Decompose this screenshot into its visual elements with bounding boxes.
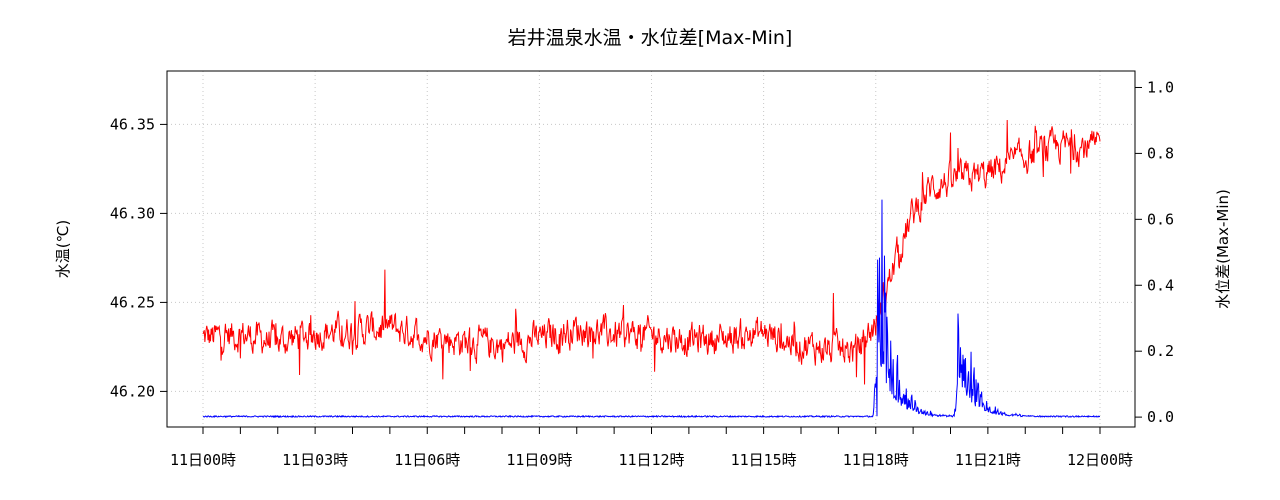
water-temperature-series <box>202 119 1101 385</box>
right-y-axis: 0.0 0.2 0.4 0.6 0.8 1.0 <box>1135 78 1174 426</box>
right-y-tick-label: 0.4 <box>1147 276 1174 294</box>
x-tick-label: 11日06時 <box>394 451 460 469</box>
water-level-difference-series <box>202 199 1101 419</box>
left-y-axis: 46.20 46.25 46.30 46.35 <box>110 115 167 400</box>
water-temperature-line <box>202 119 1101 385</box>
x-tick-label: 11日18時 <box>843 451 909 469</box>
x-tick-label: 11日21時 <box>955 451 1021 469</box>
x-tick-label: 11日00時 <box>170 451 236 469</box>
chart-title: 岩井温泉水温・水位差[Max-Min] <box>508 27 793 49</box>
right-y-tick-label: 0.8 <box>1147 144 1174 162</box>
right-y-tick-label: 0.0 <box>1147 408 1174 426</box>
x-tick-label: 11日12時 <box>618 451 684 469</box>
left-y-axis-label: 水温(℃) <box>54 220 72 279</box>
x-axis: 11日00時 11日03時 11日06時 11日09時 11日12時 11日15時 11日1… <box>170 427 1133 469</box>
left-y-tick-label: 46.20 <box>110 382 155 400</box>
x-tick-label: 11日03時 <box>282 451 348 469</box>
grid <box>167 71 1135 427</box>
left-y-tick-label: 46.25 <box>110 293 155 311</box>
right-y-tick-label: 0.6 <box>1147 210 1174 228</box>
right-y-axis-label: 水位差(Max-Min) <box>1214 189 1232 309</box>
x-tick-label: 11日15時 <box>731 451 797 469</box>
x-tick-label: 11日09時 <box>506 451 572 469</box>
left-y-tick-label: 46.30 <box>110 204 155 222</box>
x-tick-label: 12日00時 <box>1067 451 1133 469</box>
left-y-tick-label: 46.35 <box>110 115 155 133</box>
right-y-tick-label: 0.2 <box>1147 342 1174 360</box>
water-level-difference-line <box>202 199 1101 419</box>
right-y-tick-label: 1.0 <box>1147 78 1174 96</box>
